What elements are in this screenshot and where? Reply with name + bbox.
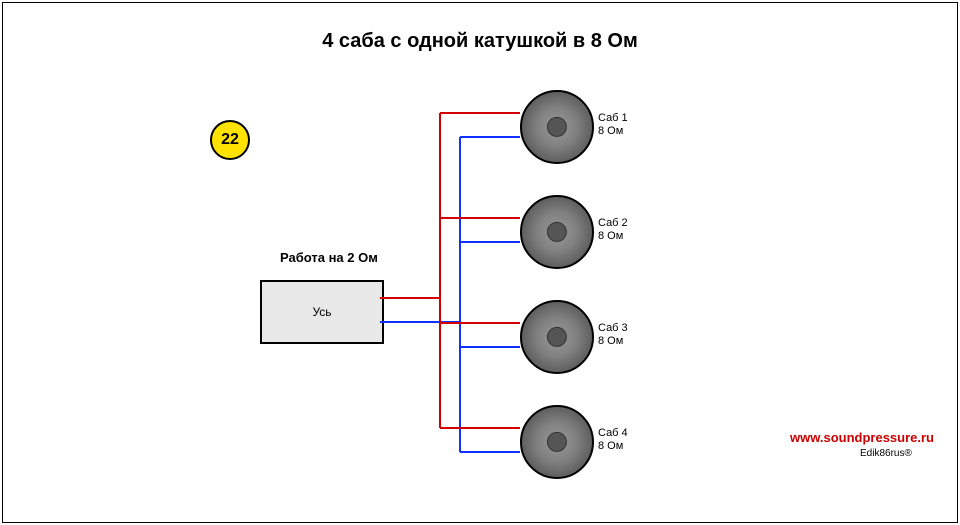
speaker-4 [520, 405, 594, 479]
speaker-3 [520, 300, 594, 374]
speaker-3-label: Саб 3 8 Ом [598, 322, 628, 348]
speaker-1-label: Саб 1 8 Ом [598, 112, 628, 138]
speaker-2-label: Саб 2 8 Ом [598, 217, 628, 243]
amplifier-box: Усь [260, 280, 384, 344]
badge-number: 22 [221, 131, 239, 148]
wiring-diagram [0, 0, 960, 525]
footer-url: www.soundpressure.ru [790, 430, 934, 445]
speaker-4-label: Саб 4 8 Ом [598, 427, 628, 453]
diagram-title: 4 саба с одной катушкой в 8 Ом [0, 30, 960, 53]
speaker-1 [520, 90, 594, 164]
speaker-2 [520, 195, 594, 269]
amp-load-label: Работа на 2 Ом [280, 250, 378, 265]
amplifier-text: Усь [312, 305, 331, 319]
diagram-number-badge: 22 [210, 120, 250, 160]
footer-credit: Edik86rus® [860, 448, 912, 459]
